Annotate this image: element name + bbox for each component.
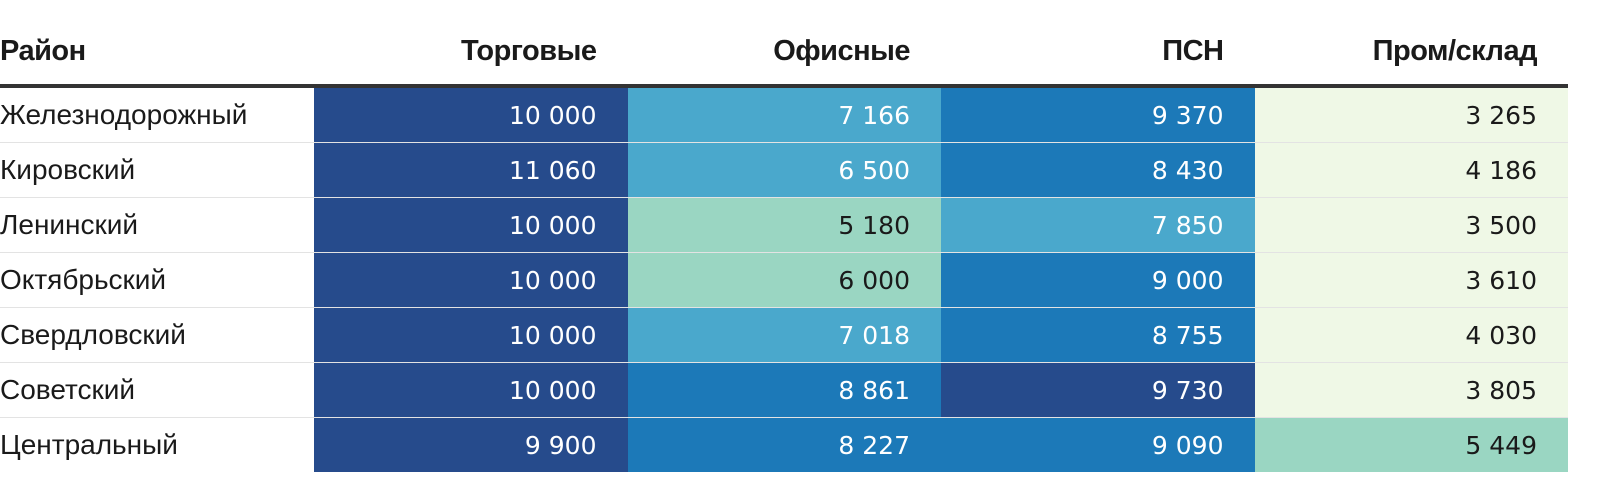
heatmap-cell: 6 500: [627, 142, 941, 198]
heatmap-cell: 3 610: [1254, 252, 1568, 308]
heatmap-cell: 3 265: [1254, 86, 1568, 143]
heatmap-cell: 9 900: [314, 417, 628, 472]
heatmap-cell: 11 060: [314, 142, 628, 198]
table-body: Железнодорожный 10 000 7 166 9 370 3 265 Киро…: [0, 86, 1568, 472]
heatmap-cell: 8 430: [941, 142, 1255, 198]
table-row: Октябрьский 10 000 6 000 9 000 3 610: [0, 252, 1568, 308]
district-name-cell: Октябрьский: [0, 252, 314, 308]
heatmap-cell: 10 000: [314, 307, 628, 363]
column-header-office: Офисные: [627, 18, 941, 88]
district-name-cell: Свердловский: [0, 307, 314, 363]
table-row: Свердловский 10 000 7 018 8 755 4 030: [0, 307, 1568, 363]
column-header-district: Район: [0, 18, 314, 88]
heatmap-cell: 3 500: [1254, 197, 1568, 253]
district-name-cell: Кировский: [0, 142, 314, 198]
table-row: Советский 10 000 8 861 9 730 3 805: [0, 362, 1568, 418]
heatmap-table: Район Торговые Офисные ПСН Пром/склад Же…: [0, 18, 1568, 472]
district-name-cell: Железнодорожный: [0, 86, 314, 143]
district-name-cell: Советский: [0, 362, 314, 418]
table-row: Железнодорожный 10 000 7 166 9 370 3 265: [0, 86, 1568, 143]
column-header-industrial: Пром/склад: [1254, 18, 1568, 88]
heatmap-cell: 5 180: [627, 197, 941, 253]
table-row: Ленинский 10 000 5 180 7 850 3 500: [0, 197, 1568, 253]
heatmap-cell: 9 000: [941, 252, 1255, 308]
table-row: Центральный 9 900 8 227 9 090 5 449: [0, 417, 1568, 472]
heatmap-cell: 9 730: [941, 362, 1255, 418]
heatmap-cell: 4 186: [1254, 142, 1568, 198]
heatmap-cell: 10 000: [314, 362, 628, 418]
district-name-cell: Центральный: [0, 429, 178, 460]
heatmap-cell: 8 755: [941, 307, 1255, 363]
column-header-psn: ПСН: [941, 18, 1255, 88]
heatmap-cell: 3 805: [1254, 362, 1568, 418]
heatmap-cell: 4 030: [1254, 307, 1568, 363]
table-row: Кировский 11 060 6 500 8 430 4 186: [0, 142, 1568, 198]
header-row: Район Торговые Офисные ПСН Пром/склад: [0, 18, 1568, 88]
heatmap-cell: 5 449: [1254, 417, 1568, 472]
table-header: Район Торговые Офисные ПСН Пром/склад: [0, 18, 1568, 88]
heatmap-cell: 9 370: [941, 86, 1255, 143]
heatmap-cell: 6 000: [627, 252, 941, 308]
heatmap-cell: 9 090: [941, 417, 1255, 472]
heatmap-cell: 7 018: [627, 307, 941, 363]
heatmap-cell: 8 227: [627, 417, 941, 472]
heatmap-cell: 10 000: [314, 197, 628, 253]
district-name-cell: Ленинский: [0, 197, 314, 253]
heatmap-cell: 7 166: [627, 86, 941, 143]
heatmap-cell: 10 000: [314, 86, 628, 143]
heatmap-cell: 7 850: [941, 197, 1255, 253]
heatmap-cell: 10 000: [314, 252, 628, 308]
column-header-retail: Торговые: [314, 18, 628, 88]
heatmap-cell: 8 861: [627, 362, 941, 418]
